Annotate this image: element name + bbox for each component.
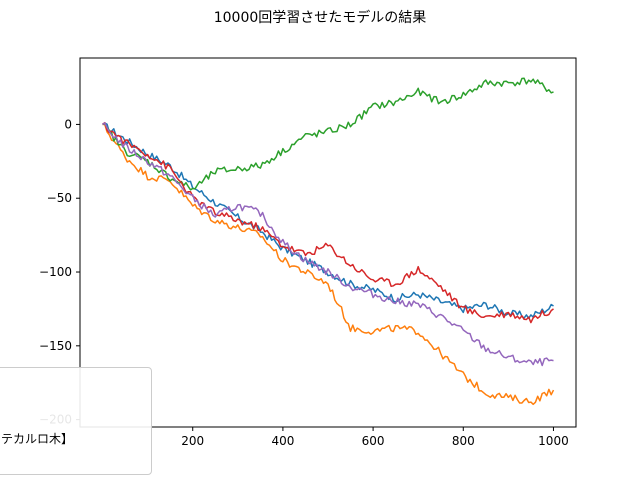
line-series-3 [102,77,554,191]
x-tick-label: 400 [271,434,294,448]
line-series-2 [102,123,555,406]
plot-frame [79,57,577,428]
line-series-1 [102,122,554,320]
chart-title: 10000回学習させたモデルの結果 [214,9,427,26]
line-series-5 [102,122,554,367]
legend-entry: 入れたモンテカルロ木】 [0,432,74,446]
y-tick-label: −150 [39,339,72,353]
y-tick-label: −50 [47,191,72,205]
plot-area [80,58,576,427]
x-tick-label: 200 [181,434,204,448]
x-tick-label: 600 [362,434,385,448]
y-tick-label: 0 [64,117,72,131]
y-tick-label: −100 [39,265,72,279]
x-tick-label: 800 [452,434,475,448]
x-tick-label: 1000 [538,434,569,448]
legend: 入れたモンテカルロ木】 [0,367,152,475]
line-series-4 [102,121,554,324]
